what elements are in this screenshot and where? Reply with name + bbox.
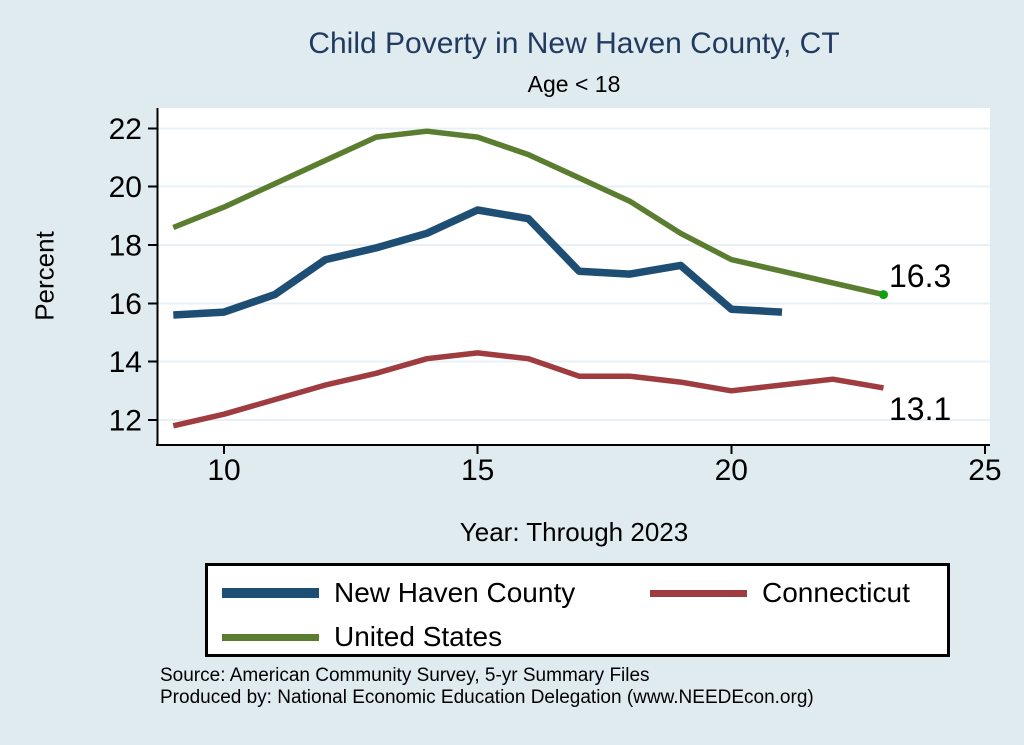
series-line-connecticut xyxy=(172,350,884,429)
legend-swatch-connecticut xyxy=(650,589,747,597)
legend-swatch-new-haven-county xyxy=(222,588,319,598)
legend-label-connecticut: Connecticut xyxy=(762,577,910,608)
legend: New Haven County Connecticut United Stat… xyxy=(205,563,950,657)
chart-subtitle: Age < 18 xyxy=(527,71,621,97)
y-tick-label-20: 20 xyxy=(109,171,142,204)
x-tick-label-20: 20 xyxy=(715,454,748,487)
legend-item-new-haven-county: New Haven County xyxy=(222,577,576,608)
y-tick-label-16: 16 xyxy=(109,288,142,321)
x-axis-title: Year: Through 2023 xyxy=(459,517,689,547)
source-line-2: Produced by: National Economic Education… xyxy=(160,686,814,708)
y-tick-label-22: 22 xyxy=(109,113,142,146)
series-line-new-haven-county xyxy=(173,206,783,319)
x-tick-label-10: 10 xyxy=(207,454,240,487)
legend-label-new-haven-county: New Haven County xyxy=(334,577,576,608)
y-tick-label-12: 12 xyxy=(109,405,142,438)
x-tick-label-25: 25 xyxy=(968,454,1001,487)
annotation-connecticut-end-value: 13.1 xyxy=(889,391,952,427)
annotation-united-states-end-value: 16.3 xyxy=(889,258,952,294)
y-tick-label-18: 18 xyxy=(109,229,142,262)
y-tick-label-14: 14 xyxy=(109,346,142,379)
legend-item-connecticut: Connecticut xyxy=(650,577,910,608)
source-note: Source: American Community Survey, 5-yr … xyxy=(160,665,814,708)
chart-title: Child Poverty in New Haven County, CT xyxy=(308,27,840,60)
legend-item-united-states: United States xyxy=(222,621,503,652)
legend-swatch-united-states xyxy=(222,633,319,641)
y-axis-title-text: Percent xyxy=(29,231,60,321)
series-line-united-states xyxy=(172,128,885,298)
source-line-1: Source: American Community Survey, 5-yr … xyxy=(160,665,650,686)
x-tick-label-15: 15 xyxy=(461,454,494,487)
legend-label-united-states: United States xyxy=(334,621,503,652)
end-marker-united-states xyxy=(878,290,888,300)
